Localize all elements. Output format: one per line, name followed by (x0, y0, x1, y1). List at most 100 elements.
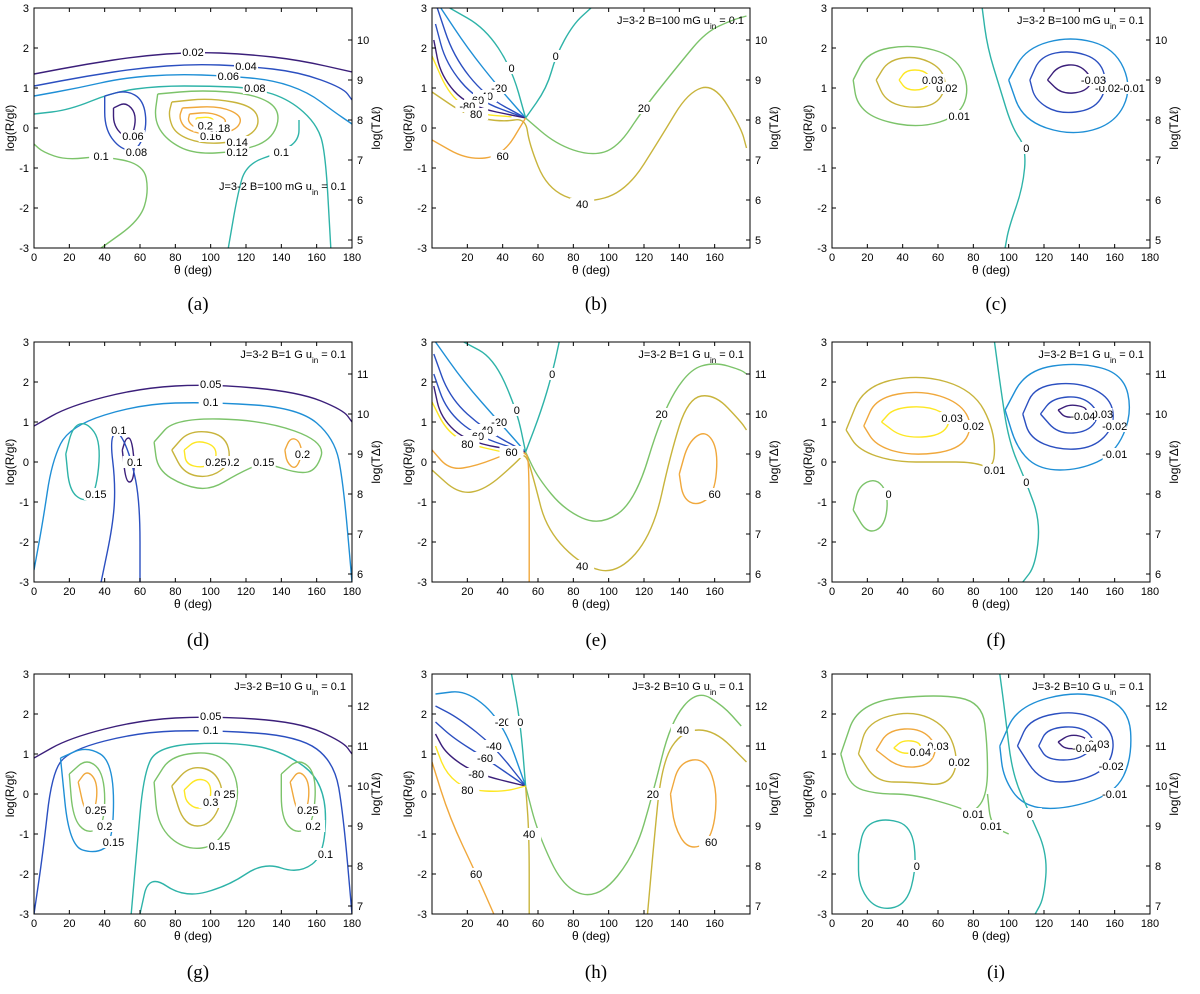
contour-label-bg (570, 560, 595, 572)
y2-tick-label: 6 (755, 195, 761, 207)
x-tick-label: 60 (532, 252, 544, 264)
contour-label-bg (269, 146, 294, 158)
contour-level-label: 20 (647, 789, 659, 801)
x-tick-label: 180 (1141, 252, 1159, 264)
y-tick-label: 1 (821, 749, 827, 761)
contour-label-bg (540, 368, 565, 380)
x-tick-label: 100 (999, 586, 1017, 598)
y-axis: -3 -2 -1 0 1 2 3 log(R/gℓ) (801, 337, 836, 589)
contour-line (525, 8, 592, 119)
y2-tick-label: 6 (755, 569, 761, 581)
y-tick-label: 2 (821, 377, 827, 389)
contour-line (34, 384, 352, 427)
y-tick-label: 2 (23, 377, 29, 389)
contour-line (153, 418, 323, 490)
y2-tick-label: 12 (357, 701, 369, 713)
x-tick-label: 40 (99, 252, 111, 264)
y-axis-label: log(R/gℓ) (801, 439, 815, 486)
x-tick-label: 120 (237, 586, 255, 598)
y-tick-label: -1 (817, 829, 827, 841)
contour-label-bg (198, 378, 223, 390)
y-tick-label: -1 (19, 829, 29, 841)
contour-lines (34, 384, 352, 582)
contour-level-label: 0.2 (198, 121, 213, 133)
contour-level-label: 0.2 (305, 821, 320, 833)
y-tick-label: -3 (817, 577, 827, 589)
y-axis-label: log(R/gℓ) (3, 771, 17, 818)
contour-level-label: 0 (885, 489, 891, 501)
contour-level-label: 60 (505, 447, 517, 459)
contour-label-bg (473, 752, 497, 764)
y-tick-label: 0 (821, 789, 827, 801)
y-tick-label: 1 (23, 83, 29, 95)
x-axis-label: θ (deg) (174, 597, 212, 611)
contour-level-label: 0.03 (922, 75, 943, 87)
annotation-subscript: in (1110, 688, 1116, 697)
contour-line (284, 438, 303, 469)
contour-line (171, 430, 230, 478)
contour-plot-a: 0.020.040.060.080.10.120.140.160.180.20.… (3, 3, 383, 277)
y-tick-label: -2 (417, 537, 427, 549)
x-tick-label: 80 (169, 252, 181, 264)
contour-line (524, 342, 560, 453)
contour-plot-g: 0.050.10.150.20.250.10.150.250.30.20.250… (3, 669, 383, 943)
x-tick-label: 80 (967, 252, 979, 264)
x-tick-label: 100 (201, 918, 219, 930)
y2-tick-label: 7 (755, 155, 761, 167)
annotation-tail: = 0.1 (716, 15, 744, 27)
annotation-main: J=3-2 B=1 G u (240, 349, 312, 361)
contour-label-bg (225, 136, 250, 148)
contour-level-label: 0.15 (253, 457, 274, 469)
x-tick-label: 40 (497, 252, 509, 264)
x-tick-label: 100 (201, 586, 219, 598)
contour-level-label: 0.05 (200, 379, 221, 391)
contour-label-bg (301, 820, 326, 832)
contour-label-bg (313, 848, 338, 860)
contour-line (999, 693, 1132, 810)
x-tick-label: 180 (1141, 918, 1159, 930)
panel-caption-a: (a) (187, 294, 209, 315)
contour-level-label: -0.01 (1102, 449, 1127, 461)
y2-tick-label: 9 (755, 821, 761, 833)
contour-line (852, 479, 888, 532)
x-axis: 20 40 60 80 100 120 140 160 θ (deg) (461, 674, 724, 943)
y-tick-label: 2 (421, 709, 427, 721)
contour-level-label: 0 (517, 717, 523, 729)
contour-labels: 0.020.040.060.080.10.120.140.160.180.20.… (89, 46, 294, 163)
annotation-main: J=3-2 B=1 G u (1038, 349, 1110, 361)
annotation-tail: = 0.1 (318, 681, 346, 693)
x-tick-label: 0 (829, 918, 835, 930)
contour-level-label: 0.02 (963, 421, 984, 433)
annotation-main: J=3-2 B=100 mG u (1017, 15, 1110, 27)
x-tick-label: 100 (201, 252, 219, 264)
contour-label-bg (543, 50, 568, 62)
y-tick-label: -3 (817, 909, 827, 921)
contour-level-label: 80 (470, 109, 482, 121)
y2-axis: 6 7 8 9 10 11 log(TΔℓ) (1146, 369, 1181, 581)
plot-annotation: J=3-2 B=10 G uin = 0.1 (1032, 681, 1144, 697)
annotation-tail: = 0.1 (1116, 349, 1144, 361)
y-tick-label: 0 (421, 123, 427, 135)
y2-tick-label: 11 (755, 369, 766, 381)
y-tick-label: 3 (421, 669, 427, 681)
y-tick-label: -3 (417, 243, 427, 255)
x-tick-label: 0 (31, 586, 37, 598)
x-tick-label: 140 (272, 586, 290, 598)
contour-line (845, 376, 996, 468)
contour-line (524, 363, 747, 522)
contour-line (432, 449, 530, 582)
y2-tick-label: 5 (755, 235, 761, 247)
annotation-subscript: in (312, 356, 318, 365)
annotation-subscript: in (1110, 356, 1116, 365)
contour-label-bg (649, 408, 674, 420)
y2-tick-label: 7 (357, 901, 363, 913)
contour-level-label: 0 (514, 405, 520, 417)
contour-label-bg (490, 150, 515, 162)
contour-level-label: 0.08 (244, 83, 265, 95)
x-tick-label: 20 (461, 586, 473, 598)
contour-level-label: 0.01 (948, 111, 969, 123)
contour-label-bg (1014, 142, 1039, 154)
y-tick-label: 0 (421, 789, 427, 801)
contour-line (840, 695, 989, 812)
